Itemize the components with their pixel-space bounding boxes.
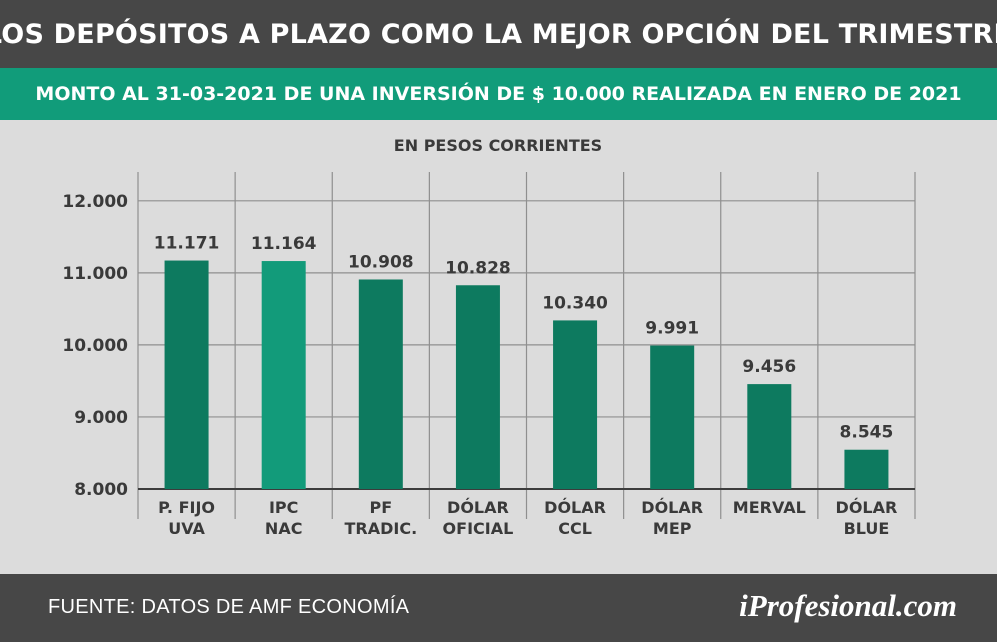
y-tick-label: 12.000 <box>62 192 128 212</box>
x-tick-label: DÓLAR <box>836 498 898 517</box>
bar <box>553 320 598 489</box>
brand-logo: iProfesional.com <box>739 588 957 623</box>
x-tick-label: CCL <box>558 519 592 538</box>
x-tick-label: IPC <box>269 498 298 517</box>
x-tick-label: DÓLAR <box>447 498 509 517</box>
bar-chart: EN PESOS CORRIENTES 8.000 9.000 10.000 11.0… <box>62 136 916 538</box>
x-tick-label: PF <box>369 498 392 517</box>
x-tick-label: OFICIAL <box>443 519 514 538</box>
grid <box>137 172 916 519</box>
bar-value-label: 8.545 <box>840 423 894 443</box>
x-tick-label: NAC <box>265 519 303 538</box>
bar-value-label: 11.164 <box>251 234 317 254</box>
y-tick-label: 10.000 <box>62 336 128 356</box>
y-tick-label: 11.000 <box>62 264 128 284</box>
page-subtitle: MONTO AL 31-03-2021 DE UNA INVERSIÓN DE … <box>35 83 962 105</box>
x-tick-label: P. FIJO <box>158 498 215 517</box>
y-tick-label: 9.000 <box>74 408 128 428</box>
x-tick-label: DÓLAR <box>544 498 606 517</box>
bar-value-label: 10.828 <box>445 258 511 278</box>
bar <box>844 449 889 489</box>
x-tick-label: DÓLAR <box>641 498 703 517</box>
bar <box>747 384 792 489</box>
x-tick-label: BLUE <box>844 519 890 538</box>
bar-value-label: 9.456 <box>742 357 796 377</box>
source-note: FUENTE: DATOS DE AMF ECONOMÍA <box>48 596 410 618</box>
page-title: LOS DEPÓSITOS A PLAZO COMO LA MEJOR OPCI… <box>0 18 997 50</box>
y-tick-label: 8.000 <box>74 480 128 500</box>
footer-bar: FUENTE: DATOS DE AMF ECONOMÍA iProfesion… <box>0 574 997 642</box>
x-tick-label: MERVAL <box>733 498 806 517</box>
bar-value-label: 10.908 <box>348 252 414 272</box>
x-tick-label: MEP <box>653 519 692 538</box>
bar-value-label: 11.171 <box>154 234 220 254</box>
bar-value-label: 10.340 <box>542 293 608 313</box>
subtitle-bar: MONTO AL 31-03-2021 DE UNA INVERSIÓN DE … <box>0 68 997 120</box>
bars <box>164 260 889 489</box>
bar <box>455 285 500 489</box>
x-tick-label: TRADIC. <box>344 519 417 538</box>
bar <box>261 261 306 489</box>
bar <box>650 345 695 489</box>
title-bar: LOS DEPÓSITOS A PLAZO COMO LA MEJOR OPCI… <box>0 0 997 68</box>
chart-unit-label: EN PESOS CORRIENTES <box>394 136 602 155</box>
labels: 8.000 9.000 10.000 11.000 12.000 11.171 P. FIJ… <box>62 192 897 538</box>
bar <box>358 279 403 489</box>
bar-value-label: 9.991 <box>645 319 699 339</box>
bar <box>164 260 209 489</box>
x-tick-label: UVA <box>168 519 205 538</box>
